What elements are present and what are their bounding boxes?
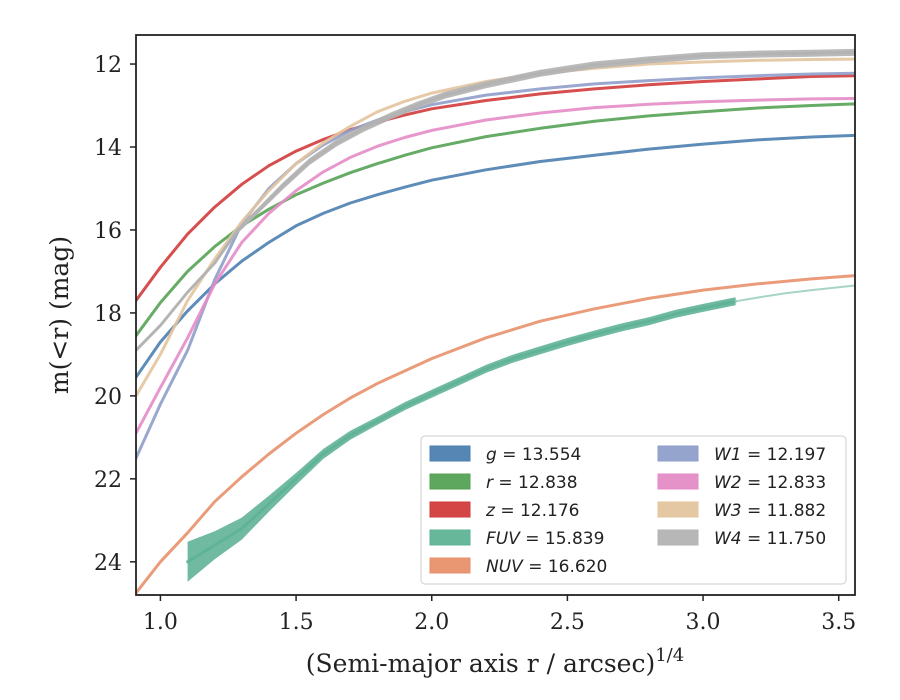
x-tick-label: 3.5 [821,610,856,635]
x-axis-label: (Semi-major axis r / arcsec)1/4 [306,645,684,678]
y-tick-label: 16 [94,219,122,244]
series-line-w1 [136,71,855,460]
y-tick-label: 22 [94,468,122,493]
legend-swatch-r [429,473,471,490]
series-line-w2 [136,97,855,435]
legend-swatch-w1 [657,445,699,462]
y-tick-label: 20 [94,385,122,410]
legend-swatch-fuv [429,529,471,546]
legend-label-w4: W4 = 11.750 [714,529,826,549]
y-tick-label: 24 [94,551,122,576]
legend-label-w2: W2 = 12.833 [714,473,826,493]
y-axis-label: m(<r) (mag) [45,236,74,394]
legend-label-w3: W3 = 11.882 [714,501,826,521]
series-line-w3 [136,57,855,398]
x-tick-label: 2.0 [414,610,449,635]
legend-box [420,435,847,585]
legend-swatch-w2 [657,473,699,490]
series-line-fuv_ext [734,284,855,303]
legend-swatch-g [429,445,471,462]
plot-frame [135,34,856,596]
legend-label-z: z = 12.176 [485,501,579,521]
legend-swatch-z [429,501,471,518]
x-tick-label: 2.5 [550,610,585,635]
x-tick-label: 3.0 [686,610,721,635]
series-line-r [136,102,855,338]
legend: g = 13.554 r = 12.838 z = 12.176 FUV = 15.8… [420,435,847,585]
legend-label-nuv: NUV = 16.620 [486,557,607,577]
legend-swatch-nuv [429,557,471,574]
y-tick-label: 18 [94,302,122,327]
legend-swatch-w4 [657,529,699,546]
y-tick-label: 12 [94,53,122,78]
legend-label-r: r = 12.838 [486,473,578,493]
legend-swatch-w3 [657,501,699,518]
x-tick-label: 1.5 [279,610,314,635]
series-line-fuv [186,299,738,564]
y-axis-ticks: 12 14 16 18 20 22 24 [94,53,136,576]
legend-label-w1: W1 = 12.197 [714,445,826,465]
legend-label-g: g = 13.554 [486,445,581,465]
x-axis-ticks: 1.0 1.5 2.0 2.5 3.0 3.5 [143,595,856,635]
legend-label-fuv: FUV = 15.839 [486,529,604,549]
series-line-nuv [136,274,855,595]
x-tick-label: 1.0 [143,610,178,635]
series-line-g [136,133,855,379]
y-tick-label: 14 [94,136,122,161]
series-layer [136,48,855,595]
series-line-w4 [136,50,855,352]
